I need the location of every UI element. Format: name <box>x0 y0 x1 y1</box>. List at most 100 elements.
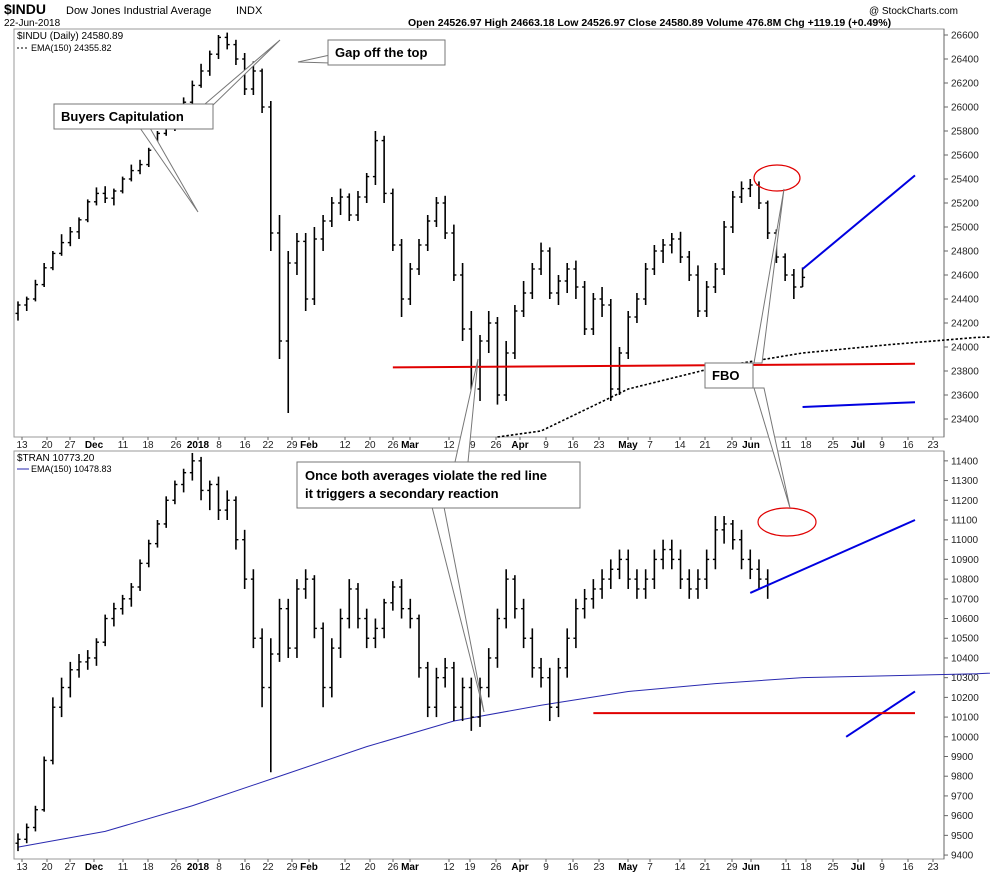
bottom-highlight-circle <box>757 507 817 537</box>
ohlc-bar <box>704 549 710 589</box>
bottom-xtick-label: 20 <box>364 862 376 873</box>
top-xtick-label: 26 <box>170 440 182 451</box>
bottom-xtick-label: 12 <box>443 862 455 873</box>
ohlc-bar <box>146 147 152 167</box>
ohlc-bar <box>277 215 283 359</box>
ohlc-bar <box>111 602 117 627</box>
bottom-ytick-label: 10100 <box>951 713 979 724</box>
ohlc-bar <box>442 657 448 688</box>
ohlc-bar <box>24 823 30 844</box>
ohlc-bar <box>599 287 605 317</box>
ohlc-bar <box>800 267 806 288</box>
bottom-ytick-label: 10600 <box>951 614 979 625</box>
ohlc-bar <box>285 598 291 658</box>
ohlc-bar <box>730 191 736 233</box>
bottom-xtick-label: 2018 <box>187 862 210 873</box>
ohlc-bar <box>285 251 291 413</box>
ohlc-bar <box>704 281 710 317</box>
top-ytick-label: 26200 <box>951 79 979 90</box>
bottom-xtick-label: 18 <box>142 862 154 873</box>
ohlc-bar <box>765 200 771 239</box>
ohlc-bar <box>372 618 378 649</box>
ohlc-bar <box>198 456 204 501</box>
ohlc-bar <box>93 638 99 666</box>
ohlc-bar <box>686 251 692 281</box>
bottom-panel-frame <box>13 450 945 860</box>
ohlc-bar <box>695 265 701 317</box>
ohlc-bar <box>512 305 518 359</box>
ohlc-bar <box>50 251 56 271</box>
ohlc-bar <box>346 193 352 221</box>
bottom-ytick-label: 11100 <box>951 515 978 526</box>
secondary-reaction-label: Once both averages violate the red line … <box>305 468 551 501</box>
top-y-axis: 23400 23600 23800 24000 24200 24400 24600 24800… <box>944 31 979 426</box>
top-xtick-label: 8 <box>216 440 222 451</box>
ohlc-bar <box>721 221 727 275</box>
top-xtick-label: 29 <box>286 440 298 451</box>
top-xtick-label: 11 <box>781 440 792 451</box>
ohlc-bar <box>189 80 195 107</box>
bottom-xtick-label: 11 <box>781 862 792 873</box>
buyers-capitulation-box <box>53 103 214 130</box>
bottom-xtick-label: 27 <box>64 862 76 873</box>
bottom-xtick-label: 29 <box>286 862 298 873</box>
ohlc-bar <box>660 239 666 263</box>
ohlc-bar <box>678 231 684 263</box>
ohlc-bar <box>686 569 692 599</box>
top-xtick-label: 23 <box>593 440 605 451</box>
bottom-x-axis: 13 20 27 Dec 11 18 26 2018 8 16 22 29 Feb 12 20 26 Mar 12… <box>16 859 939 873</box>
ohlc-bar <box>617 549 623 580</box>
ohlc-bar <box>163 496 169 528</box>
ohlc-bar <box>320 215 326 251</box>
top-xtick-label: 23 <box>927 440 939 451</box>
top-ytick-label: 24200 <box>951 319 979 330</box>
top-xtick-label: 9 <box>879 440 885 451</box>
bottom-xtick-label: 7 <box>647 862 653 873</box>
top-xtick-label: Dec <box>85 440 104 451</box>
bottom-xtick-label: 22 <box>262 862 274 873</box>
ohlc-bar <box>146 539 152 568</box>
bottom-xtick-label: Feb <box>300 862 318 873</box>
ohlc-bar <box>329 638 335 698</box>
ohlc-bar <box>747 179 753 197</box>
ohlc-bar <box>617 347 623 395</box>
bottom-ytick-label: 10700 <box>951 594 979 605</box>
top-xtick-label: Feb <box>300 440 318 451</box>
bottom-legend-ema: EMA(150) 10478.83 <box>31 464 112 474</box>
ohlc-bar <box>739 181 745 203</box>
ohlc-bar <box>608 559 614 589</box>
ohlc-bar <box>747 549 753 580</box>
ohlc-bar <box>93 187 99 206</box>
ohlc-bar <box>503 341 509 401</box>
ohlc-bar <box>137 159 143 175</box>
ohlc-bar <box>503 569 509 629</box>
chart-header: $INDU Dow Jones Industrial Average INDX … <box>4 1 958 29</box>
ohlc-bar <box>555 275 561 305</box>
ohlc-bar <box>399 239 405 317</box>
top-xtick-label: Apr <box>511 440 528 451</box>
ohlc-bar <box>120 594 126 615</box>
top-legend-title: $INDU (Daily) 24580.89 <box>17 31 124 42</box>
bottom-legend: $TRAN 10773.20 EMA(150) 10478.83 <box>17 453 112 474</box>
bottom-xtick-label: 12 <box>339 862 351 873</box>
ohlc-bar <box>538 242 544 275</box>
ohlc-bar <box>59 677 65 718</box>
top-trendlines <box>392 174 916 408</box>
top-ytick-label: 26400 <box>951 55 979 66</box>
bottom-xtick-label: 21 <box>699 862 711 873</box>
bottom-ytick-label: 11300 <box>951 476 979 487</box>
ohlc-bar <box>660 539 666 570</box>
bottom-ytick-label: 9500 <box>951 831 974 842</box>
top-xtick-label: 14 <box>674 440 686 451</box>
ohlc-bar <box>355 583 361 629</box>
ohlc-bar <box>625 549 631 589</box>
ohlc-bar <box>268 638 274 773</box>
ohlc-bar <box>67 227 73 247</box>
buyers-capitulation-label: Buyers Capitulation <box>61 109 184 124</box>
top-xtick-label: 27 <box>64 440 76 451</box>
ohlc-bar <box>547 247 553 299</box>
ohlc-bar <box>250 569 256 649</box>
top-price-bars <box>15 32 806 413</box>
bottom-xtick-label: Dec <box>85 862 104 873</box>
